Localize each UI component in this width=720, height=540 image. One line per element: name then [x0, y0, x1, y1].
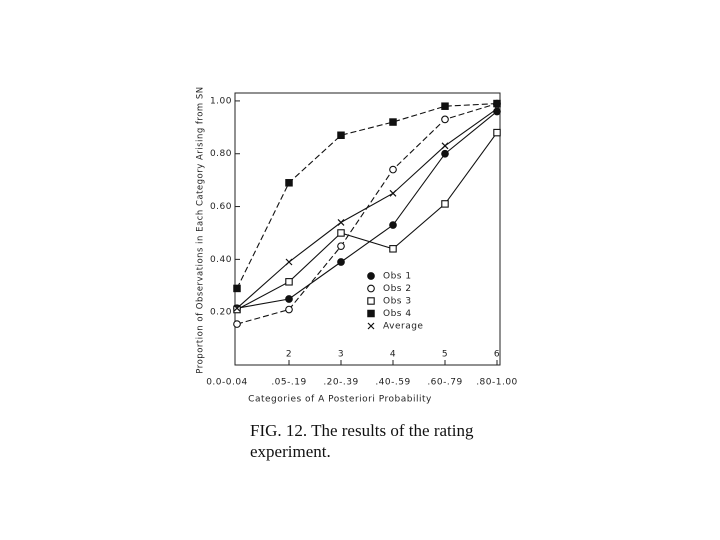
- legend-marker: [367, 309, 375, 318]
- marker: [337, 218, 345, 226]
- x-tick-number: 6: [494, 350, 500, 360]
- marker: [389, 189, 397, 197]
- marker: [389, 221, 397, 229]
- marker: [285, 179, 293, 187]
- x-tick-number: 3: [338, 350, 344, 360]
- y-tick-label: 0.60: [210, 202, 232, 212]
- marker: [285, 278, 293, 286]
- y-axis-label: Proportion of Observations in Each Categ…: [196, 86, 206, 373]
- y-tick-label: 0.20: [210, 308, 232, 318]
- marker: [493, 105, 501, 113]
- marker: [493, 128, 501, 137]
- marker: [285, 258, 293, 266]
- marker: [285, 295, 293, 303]
- marker: [285, 305, 293, 314]
- marker: [233, 320, 241, 328]
- marker: [389, 118, 397, 126]
- legend-label: Obs 4: [383, 309, 412, 319]
- x-tick-label: .05-.19: [271, 378, 306, 388]
- x-tick-label: .80-1.00: [476, 378, 518, 388]
- series-line: [236, 132, 498, 311]
- marker: [441, 149, 449, 158]
- y-tick-label: 0.80: [210, 149, 232, 159]
- marker: [441, 102, 449, 110]
- y-tick-label: 1.00: [210, 96, 232, 106]
- marker: [389, 245, 397, 253]
- marker: [441, 115, 449, 124]
- marker: [493, 99, 501, 108]
- x-axis-label: Categories of A Posteriori Probability: [248, 395, 432, 405]
- marker: [233, 284, 241, 293]
- series-line: [236, 108, 498, 309]
- x-tick-label: 0.0-0.04: [206, 378, 248, 388]
- x-tick-number: 4: [390, 350, 396, 360]
- marker: [441, 200, 449, 208]
- legend-marker: [367, 272, 375, 280]
- x-tick-label: .60-.79: [427, 378, 462, 388]
- marker: [337, 258, 345, 266]
- marker: [337, 242, 345, 251]
- series-line: [236, 103, 498, 289]
- chart: Proportion of Observations in Each Categ…: [196, 86, 518, 405]
- marker: [233, 304, 241, 312]
- series-line: [236, 111, 498, 309]
- legend-marker: [367, 284, 375, 293]
- legend-label: Obs 1: [383, 272, 412, 282]
- x-tick-label: .20-.39: [323, 378, 358, 388]
- x-tick-number: 5: [442, 350, 448, 360]
- caption: FIG. 12. The results of the rating exper…: [250, 421, 474, 461]
- x-tick-label: .40-.59: [375, 378, 410, 388]
- legend-marker: [367, 297, 375, 305]
- legend-label: Average: [383, 322, 423, 332]
- plot-frame: [234, 92, 501, 366]
- marker: [337, 229, 345, 237]
- legend-marker: [367, 322, 375, 330]
- legend-label: Obs 3: [383, 297, 412, 307]
- marker: [441, 142, 449, 150]
- y-tick-label: 0.40: [210, 255, 232, 265]
- marker: [337, 131, 345, 140]
- x-tick-number: 2: [286, 350, 292, 360]
- marker: [233, 305, 241, 314]
- marker: [389, 165, 397, 174]
- legend-label: Obs 2: [383, 284, 412, 294]
